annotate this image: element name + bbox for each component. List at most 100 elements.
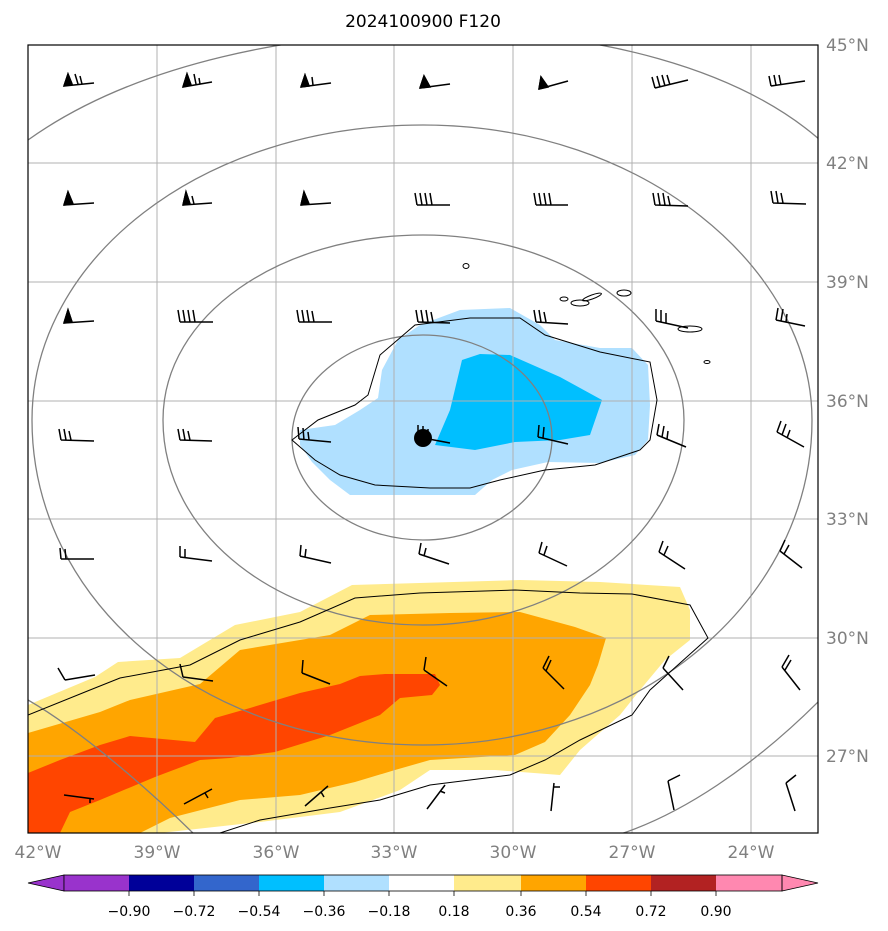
wind-barb bbox=[667, 774, 681, 811]
wind-barb bbox=[533, 309, 569, 325]
wind-barb bbox=[781, 654, 801, 691]
wind-barb bbox=[775, 307, 806, 327]
colorbar-bin bbox=[389, 875, 454, 891]
wind-barb bbox=[662, 655, 684, 691]
colorbar-bin bbox=[64, 875, 129, 891]
map-frame bbox=[27, 44, 819, 834]
wind-barb bbox=[533, 192, 568, 206]
lat-label: 30°N bbox=[826, 629, 869, 649]
wind-barb bbox=[179, 663, 214, 682]
colorbar-tick-label: 0.54 bbox=[570, 904, 601, 920]
colorbar-tick-label: −0.54 bbox=[238, 904, 281, 920]
wind-barb bbox=[418, 74, 451, 89]
lat-label: 27°N bbox=[826, 747, 869, 767]
wind-barb bbox=[418, 542, 450, 565]
island-4 bbox=[582, 292, 602, 302]
colorbar-tick-label: −0.90 bbox=[108, 904, 151, 920]
wind-barb bbox=[415, 309, 451, 324]
colorbar: −0.90 −0.72 −0.54 −0.36 −0.18 0.18 0.36 … bbox=[27, 874, 819, 920]
wind-barb bbox=[652, 192, 689, 207]
lat-label: 39°N bbox=[826, 273, 869, 293]
colorbar-bin bbox=[521, 875, 586, 891]
contour-ring-4 bbox=[28, 45, 818, 141]
island-6 bbox=[677, 325, 703, 333]
wind-barb bbox=[537, 424, 569, 445]
wind-barb bbox=[414, 192, 450, 206]
wind-barb bbox=[655, 309, 689, 329]
lat-label: 33°N bbox=[826, 510, 869, 530]
colorbar-tick-label: 0.36 bbox=[505, 904, 536, 920]
wind-barb bbox=[297, 426, 332, 443]
wind-barb bbox=[299, 72, 332, 88]
colorbar-tick-label: 0.18 bbox=[438, 904, 469, 920]
wind-barb bbox=[656, 423, 687, 448]
fill-deep-sky bbox=[435, 354, 602, 450]
colorbar-bin bbox=[716, 875, 782, 891]
colorbar-bin bbox=[586, 875, 651, 891]
contour-ring-3 bbox=[31, 124, 813, 746]
wind-barb bbox=[63, 794, 95, 803]
island-5 bbox=[616, 289, 632, 297]
lon-label: 42°W bbox=[15, 843, 62, 863]
lon-label: 36°W bbox=[253, 843, 300, 863]
wind-barb bbox=[59, 547, 94, 560]
wind-barb bbox=[301, 659, 331, 685]
black-contour-inner bbox=[291, 317, 658, 489]
wind-barb bbox=[304, 785, 329, 807]
wind-barb bbox=[779, 539, 803, 569]
contour-islands bbox=[462, 263, 711, 364]
island-2 bbox=[559, 296, 569, 302]
wind-barb bbox=[768, 74, 806, 87]
thin-black-contours bbox=[28, 317, 709, 833]
wind-barb bbox=[300, 189, 332, 206]
lat-label: 42°N bbox=[826, 154, 869, 174]
wind-barb bbox=[177, 309, 213, 323]
wind-barb bbox=[426, 784, 446, 810]
wind-barb bbox=[538, 541, 568, 567]
graticule bbox=[28, 45, 818, 833]
colorbar-ticks bbox=[128, 891, 717, 896]
lon-label: 39°W bbox=[134, 843, 181, 863]
wind-barb bbox=[296, 309, 332, 323]
colorbar-bin bbox=[651, 875, 716, 891]
island-1 bbox=[462, 263, 470, 269]
wind-barb bbox=[550, 782, 560, 812]
black-contour-outer bbox=[28, 589, 709, 833]
colorbar-tick-label: −0.72 bbox=[173, 904, 216, 920]
wind-barb bbox=[770, 190, 807, 205]
wind-barb bbox=[776, 420, 805, 448]
wind-barb bbox=[181, 71, 213, 89]
lat-label: 45°N bbox=[826, 36, 869, 56]
contour-ring-5 bbox=[621, 701, 818, 833]
wind-barb bbox=[177, 428, 213, 442]
colorbar-bin bbox=[324, 875, 389, 891]
colorbar-over-arrow bbox=[781, 874, 819, 892]
colorbar-bin bbox=[194, 875, 259, 891]
latitude-labels: 45°N 42°N 39°N 36°N 33°N 30°N 27°N bbox=[826, 36, 869, 767]
longitude-labels: 42°W 39°W 36°W 33°W 30°W 27°W 24°W bbox=[15, 843, 775, 863]
contour-ring-2 bbox=[162, 234, 685, 626]
fill-red-orange bbox=[28, 674, 440, 833]
wind-barb bbox=[542, 655, 565, 690]
wind-barb bbox=[299, 544, 332, 564]
colorbar-tick-label: 0.72 bbox=[635, 904, 666, 920]
wind-barb bbox=[785, 774, 797, 812]
wind-barb bbox=[538, 75, 569, 90]
wind-barb bbox=[658, 540, 686, 570]
colorbar-under-arrow bbox=[27, 874, 65, 892]
wind-barb bbox=[651, 74, 689, 89]
wind-barb bbox=[62, 71, 95, 88]
lon-label: 24°W bbox=[728, 843, 775, 863]
contour-ring-6 bbox=[28, 699, 194, 833]
wind-barb bbox=[183, 788, 213, 805]
wind-barb bbox=[58, 428, 95, 442]
wind-barb bbox=[179, 546, 213, 562]
wind-barb bbox=[57, 667, 96, 681]
wind-barb bbox=[62, 189, 95, 206]
lon-label: 30°W bbox=[490, 843, 537, 863]
lon-label: 33°W bbox=[371, 843, 418, 863]
wind-barb bbox=[182, 189, 213, 206]
contour-ring-1 bbox=[291, 334, 553, 541]
colorbar-bin bbox=[454, 875, 521, 891]
